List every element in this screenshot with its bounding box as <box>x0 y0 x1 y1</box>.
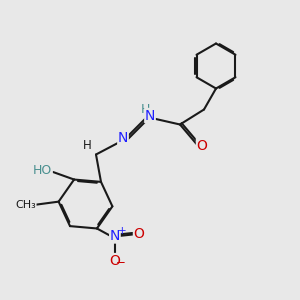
Text: −: − <box>116 256 125 269</box>
Text: HO: HO <box>33 164 52 177</box>
Text: CH₃: CH₃ <box>15 200 36 210</box>
Text: +: + <box>118 226 126 236</box>
Text: O: O <box>110 254 120 268</box>
Text: O: O <box>196 139 207 152</box>
Text: N: N <box>118 131 128 145</box>
Text: O: O <box>134 227 144 242</box>
Text: N: N <box>110 229 120 243</box>
Text: H: H <box>82 139 91 152</box>
Text: N: N <box>145 109 155 122</box>
Text: H: H <box>141 103 150 116</box>
